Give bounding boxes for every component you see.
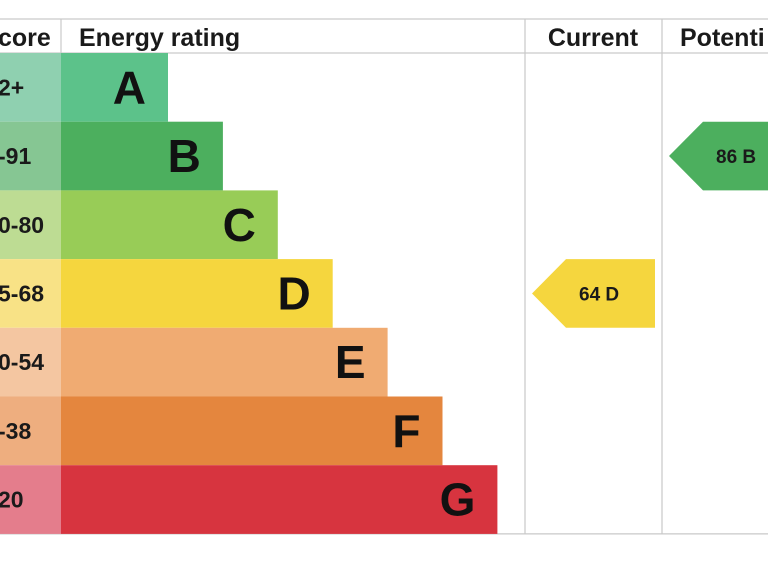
rating-bands: 2+ A -91 B 0-80 C 5-68 D 0-54 E -38 F 20 G bbox=[0, 53, 498, 534]
score-range-b: -91 bbox=[0, 143, 31, 169]
score-cell-c bbox=[0, 190, 61, 260]
score-cell-f bbox=[0, 396, 61, 466]
rating-indicators: 64 D 86 B bbox=[532, 121, 768, 328]
current-rating-label: 64 D bbox=[579, 284, 619, 305]
score-cell-d bbox=[0, 259, 61, 328]
header-current: Current bbox=[548, 24, 639, 52]
score-range-c: 0-80 bbox=[0, 212, 44, 238]
score-range-f: -38 bbox=[0, 418, 31, 444]
score-cell-e bbox=[0, 327, 61, 397]
score-cell-g bbox=[0, 465, 61, 534]
band-letter-a: A bbox=[113, 61, 146, 113]
header-energy-rating: Energy rating bbox=[79, 24, 240, 52]
score-range-g: 20 bbox=[0, 487, 24, 513]
band-letter-f: F bbox=[392, 405, 420, 457]
score-cell-b bbox=[0, 121, 61, 191]
potential-rating-label: 86 B bbox=[716, 147, 756, 168]
band-bar-c bbox=[61, 190, 278, 260]
band-bar-b bbox=[61, 121, 223, 191]
band-bar-a bbox=[61, 53, 168, 122]
band-letter-g: G bbox=[440, 474, 476, 526]
potential-rating-arrow bbox=[669, 121, 768, 191]
band-letter-c: C bbox=[223, 199, 256, 251]
header-score: core bbox=[0, 24, 51, 52]
band-letter-d: D bbox=[277, 267, 310, 319]
score-range-a: 2+ bbox=[0, 74, 24, 100]
band-bar-g bbox=[61, 465, 498, 534]
band-letter-e: E bbox=[335, 336, 366, 388]
band-bar-e bbox=[61, 327, 388, 397]
band-bar-f bbox=[61, 396, 443, 466]
score-range-e: 0-54 bbox=[0, 349, 44, 375]
current-rating-arrow bbox=[532, 259, 655, 328]
header-potential: Potenti bbox=[680, 24, 765, 52]
band-bar-d bbox=[61, 259, 333, 328]
band-letter-b: B bbox=[168, 130, 201, 182]
score-cell-a bbox=[0, 53, 61, 122]
score-range-d: 5-68 bbox=[0, 280, 44, 306]
